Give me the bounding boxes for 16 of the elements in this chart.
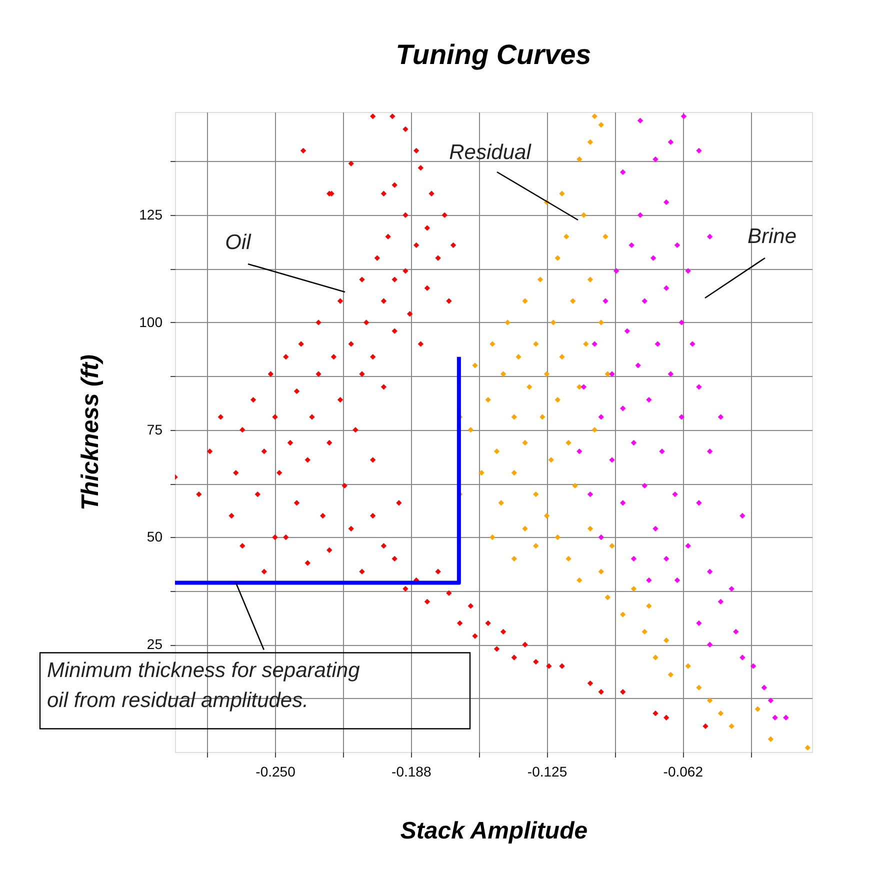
chart-title: Tuning Curves: [396, 39, 592, 70]
x-tick-label: -0.125: [527, 764, 568, 780]
annotation: Oil: [225, 231, 252, 254]
y-tick-label: 25: [146, 636, 163, 652]
x-axis-title: Stack Amplitude: [400, 818, 588, 844]
y-tick-label: 75: [146, 421, 163, 438]
y-tick-label: 125: [139, 206, 163, 223]
y-tick-label: 50: [146, 528, 163, 545]
x-tick-label: -0.062: [663, 764, 704, 780]
y-tick-label: 100: [139, 314, 163, 330]
annotation: Minimum thickness for separating oil from residual amplitudes.: [47, 658, 360, 712]
x-tick-label: -0.188: [392, 764, 432, 780]
annotation: Brine: [747, 225, 797, 248]
y-axis-title: Thickness (ft): [77, 354, 104, 511]
annotation: Residual: [449, 141, 532, 164]
x-tick-label: -0.250: [256, 764, 296, 780]
